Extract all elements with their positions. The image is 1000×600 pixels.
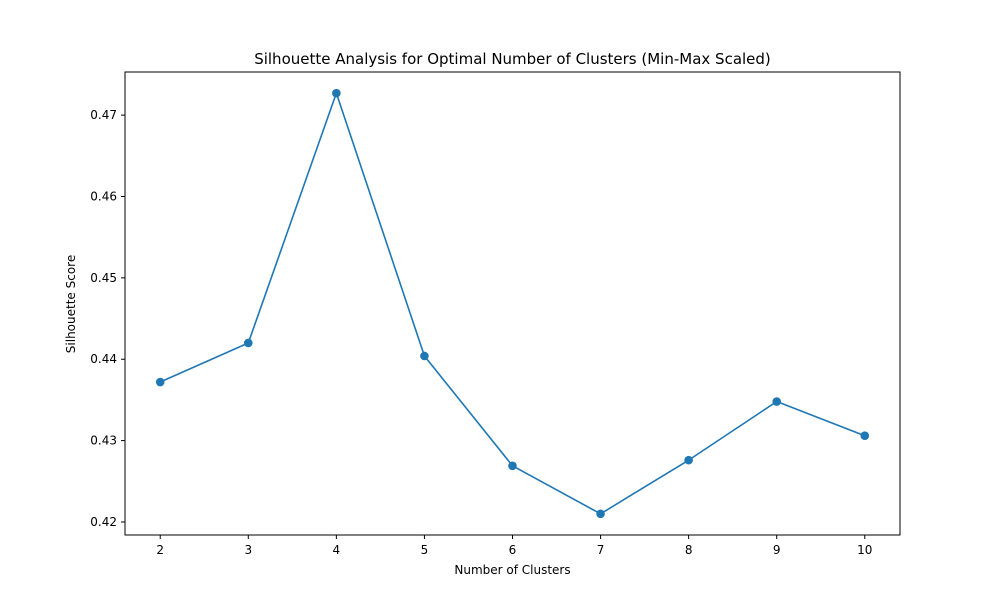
plot-area: 2 3 4 5 6 7 8 9 10 0.42 0.43 0.44 0.45 0.46 0.47: [90, 71, 901, 557]
y-tick-label: 0.46: [90, 189, 117, 203]
y-tick-label: 0.44: [90, 352, 117, 366]
data-point: [772, 397, 782, 406]
x-tick-label: 10: [857, 543, 872, 557]
y-tick-label: 0.43: [90, 434, 117, 448]
data-point: [508, 461, 517, 471]
x-tick-label: 6: [509, 543, 517, 557]
y-tick-label: 0.42: [90, 515, 117, 529]
data-point: [155, 377, 165, 387]
data-point: [596, 509, 605, 519]
data-point: [332, 88, 341, 98]
x-tick-label: 5: [421, 543, 429, 557]
data-point: [684, 455, 693, 465]
y-axis-label: Silhouette Score: [64, 255, 78, 353]
data-point: [420, 351, 429, 361]
x-tick-label: 2: [156, 543, 164, 557]
x-tick-label: 4: [333, 543, 341, 557]
x-tick-label: 3: [244, 543, 252, 557]
x-tick-label: 9: [773, 543, 781, 557]
data-point: [243, 338, 253, 348]
y-tick-label: 0.47: [90, 108, 117, 122]
y-tick-label: 0.45: [90, 271, 117, 285]
x-tick-label: 8: [685, 543, 693, 557]
chart-title: Silhouette Analysis for Optimal Number o…: [254, 50, 771, 68]
x-tick-label: 7: [597, 543, 605, 557]
x-axis-label: Number of Clusters: [454, 563, 570, 577]
data-point: [860, 431, 870, 441]
